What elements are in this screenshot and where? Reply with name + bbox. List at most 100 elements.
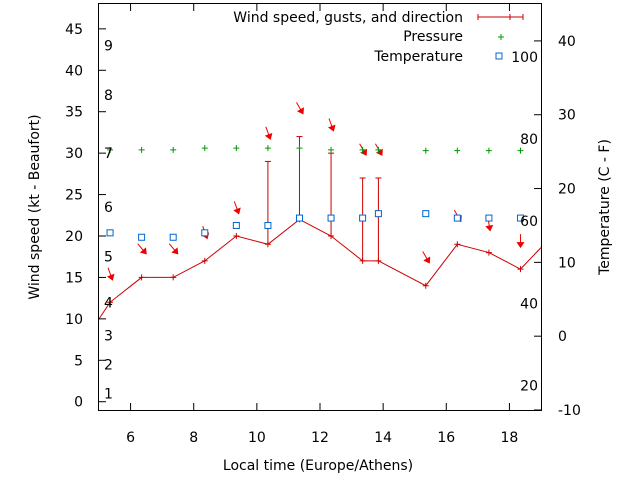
y-left-tick-label: 10 bbox=[65, 312, 83, 328]
x-tick-label: 12 bbox=[311, 430, 329, 446]
legend-label-temperature: Temperature bbox=[373, 49, 463, 65]
wind-direction-arrow-head bbox=[139, 247, 147, 255]
beaufort-label: 8 bbox=[104, 88, 113, 104]
legend-symbol-wind-point bbox=[507, 14, 513, 20]
pressure-point bbox=[517, 147, 524, 154]
legend: Wind speed, gusts, and direction Pressure… bbox=[233, 10, 524, 65]
y-right-tick-label: 20 bbox=[558, 182, 576, 198]
wind-direction-arrow-head bbox=[375, 148, 383, 156]
temperature-point bbox=[232, 221, 240, 229]
wind-speed-point bbox=[454, 241, 461, 248]
beaufort-label: 1 bbox=[104, 386, 113, 402]
y-left-tick-label: 25 bbox=[65, 188, 83, 204]
temperature-point bbox=[106, 229, 114, 237]
wind-direction-arrow-head bbox=[485, 224, 494, 232]
pressure-point bbox=[485, 147, 492, 154]
wind-direction-arrow-head bbox=[233, 207, 241, 215]
x-tick-label: 18 bbox=[501, 430, 519, 446]
y-left-tick-label: 5 bbox=[74, 353, 83, 369]
y-right-tick-label: 40 bbox=[558, 34, 576, 50]
x-tick-label: 6 bbox=[126, 430, 135, 446]
pressure-point bbox=[138, 146, 145, 153]
plot-frame bbox=[98, 3, 542, 411]
y-right-tick-label: 30 bbox=[558, 108, 576, 124]
temperature-point bbox=[264, 221, 272, 229]
y-left-tick-label: 45 bbox=[65, 22, 83, 38]
pressure-point bbox=[296, 145, 303, 152]
fahrenheit-label: 40 bbox=[520, 297, 538, 313]
y-left-tick-label: 40 bbox=[65, 63, 83, 79]
beaufort-label: 3 bbox=[104, 328, 113, 344]
wind-direction-arrow-head bbox=[516, 242, 525, 249]
wind-speed-point bbox=[138, 274, 145, 281]
beaufort-label: 9 bbox=[104, 38, 113, 54]
temperature-point bbox=[138, 233, 146, 241]
wind-direction-arrow-head bbox=[360, 148, 368, 156]
wind-direction-arrow-head bbox=[423, 256, 431, 264]
beaufort-label: 6 bbox=[104, 200, 113, 216]
wind-speed-point bbox=[107, 299, 114, 306]
fahrenheit-label: 60 bbox=[520, 214, 538, 230]
y-right-tick-label: 0 bbox=[558, 329, 567, 345]
wind-speed-line bbox=[98, 218, 542, 320]
x-axis-label: Local time (Europe/Athens) bbox=[223, 458, 413, 474]
pressure-point bbox=[454, 147, 461, 154]
legend-label-wind: Wind speed, gusts, and direction bbox=[233, 10, 463, 26]
pressure-point bbox=[107, 146, 114, 153]
temperature-point bbox=[374, 210, 382, 218]
pressure-point bbox=[201, 145, 208, 152]
y-right-tick-label: 10 bbox=[558, 255, 576, 271]
beaufort-label: 7 bbox=[104, 146, 113, 162]
wind-speed-point bbox=[485, 249, 492, 256]
wind-speed-point bbox=[201, 257, 208, 264]
wind-direction-arrow-head bbox=[264, 132, 273, 140]
axes: 6 8 10 12 14 16 18051015202530354045-100102030… bbox=[65, 4, 581, 446]
legend-label-pressure: Pressure bbox=[403, 29, 463, 45]
x-tick-label: 8 bbox=[189, 430, 198, 446]
beaufort-label: 2 bbox=[104, 357, 113, 373]
temperature-point bbox=[359, 214, 367, 222]
pressure-point bbox=[328, 146, 335, 153]
fahrenheit-label: 100 bbox=[511, 50, 538, 66]
y-left-tick-label: 0 bbox=[74, 395, 83, 411]
legend-symbol-pressure bbox=[498, 34, 504, 40]
y-left-tick-label: 20 bbox=[65, 229, 83, 245]
wind-direction-arrow-head bbox=[106, 273, 115, 281]
plot-data bbox=[98, 102, 542, 320]
temperature-point bbox=[169, 233, 177, 241]
pressure-point bbox=[422, 147, 429, 154]
pressure-point bbox=[359, 146, 366, 153]
y-axis-label-right: Temperature (C - F) bbox=[597, 139, 613, 276]
wind-speed-point bbox=[517, 266, 524, 273]
temperature-point bbox=[453, 214, 461, 222]
temperature-point bbox=[295, 214, 303, 222]
temperature-point bbox=[422, 210, 430, 218]
fahrenheit-label: 80 bbox=[520, 132, 538, 148]
wind-speed-point bbox=[233, 233, 240, 239]
pressure-point bbox=[233, 145, 240, 152]
y-right-tick-label: -10 bbox=[558, 403, 581, 419]
legend-symbol-temperature bbox=[495, 52, 503, 60]
y-left-tick-label: 15 bbox=[65, 270, 83, 286]
beaufort-label: 5 bbox=[104, 250, 113, 266]
temperature-point bbox=[485, 214, 493, 222]
pressure-point bbox=[170, 146, 177, 153]
wind-direction-arrow-head bbox=[171, 247, 179, 255]
temperature-point bbox=[516, 214, 524, 222]
fahrenheit-label: 20 bbox=[520, 379, 538, 395]
beaufort-label: 4 bbox=[104, 295, 113, 311]
temperature-point bbox=[201, 229, 209, 237]
pressure-point bbox=[264, 145, 271, 152]
y-axis-label-left: Wind speed (kt - Beaufort) bbox=[27, 114, 43, 299]
x-tick-label: 10 bbox=[248, 430, 266, 446]
pressure-point bbox=[375, 146, 382, 153]
y-left-tick-label: 30 bbox=[65, 146, 83, 162]
wind-speed-point bbox=[170, 274, 177, 281]
wind-direction-arrow-head bbox=[297, 107, 304, 115]
wind-speed-point bbox=[422, 282, 429, 289]
x-tick-label: 14 bbox=[374, 430, 392, 446]
x-tick-label: 16 bbox=[437, 430, 455, 446]
temperature-point bbox=[327, 214, 335, 222]
